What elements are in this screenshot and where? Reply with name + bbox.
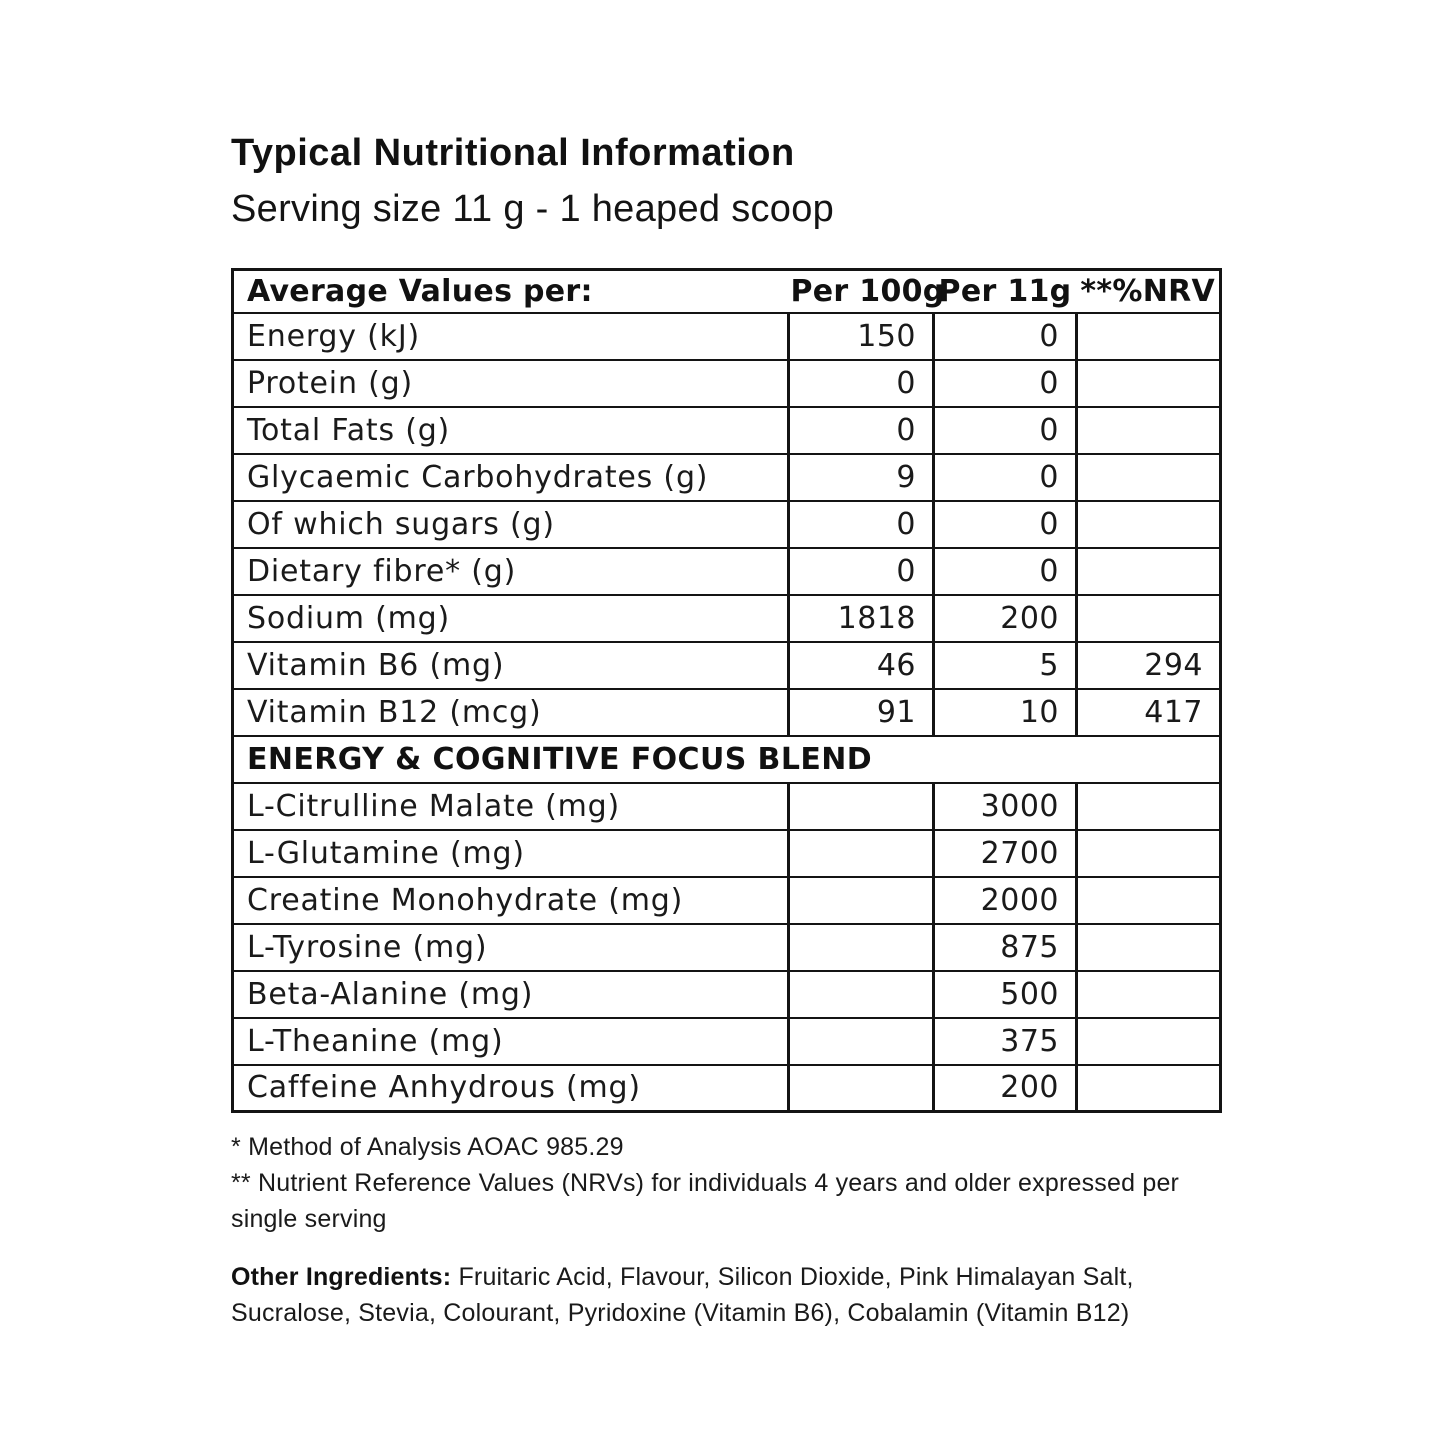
table-header-row: Average Values per: Per 100g Per 11g **%… — [233, 270, 1221, 313]
table-row: Vitamin B6 (mg) 46 5 294 — [231, 640, 1222, 690]
nutrient-label: Caffeine Anhydrous (mg) — [231, 1063, 790, 1113]
table-row: Of which sugars (g) 0 0 — [231, 499, 1222, 549]
table-row: Caffeine Anhydrous (mg) 200 — [231, 1063, 1222, 1113]
header-per-100g: Per 100g — [790, 273, 945, 309]
table-row: L-Glutamine (mg) 2700 — [231, 828, 1222, 878]
footnotes: * Method of Analysis AOAC 985.29 ** Nutr… — [231, 1129, 1241, 1237]
nutrient-label: Total Fats (g) — [231, 405, 790, 455]
nutrient-label: L-Tyrosine (mg) — [231, 922, 790, 972]
nutrient-label: Beta-Alanine (mg) — [231, 969, 790, 1019]
per-11g-value: 200 — [932, 1063, 1078, 1113]
per-11g-value: 0 — [932, 311, 1078, 361]
nutrient-label: Sodium (mg) — [231, 593, 790, 643]
nutrient-label: Protein (g) — [231, 358, 790, 408]
per-100g-value — [787, 1063, 935, 1113]
header-nrv: **%NRV — [1080, 273, 1216, 309]
nrv-value — [1075, 922, 1222, 972]
table-row: Sodium (mg) 1818 200 — [231, 593, 1222, 643]
per-11g-value: 0 — [932, 358, 1078, 408]
per-11g-value: 2700 — [932, 828, 1078, 878]
nutrient-label: Glycaemic Carbohydrates (g) — [231, 452, 790, 502]
per-100g-value — [787, 781, 935, 831]
nutrient-label: L-Citrulline Malate (mg) — [231, 781, 790, 831]
table-row: Beta-Alanine (mg) 500 — [231, 969, 1222, 1019]
nrv-value — [1075, 405, 1222, 455]
nutrient-label: Vitamin B6 (mg) — [231, 640, 790, 690]
blend-section-title: ENERGY & COGNITIVE FOCUS BLEND — [231, 734, 1222, 784]
nutrient-label: Dietary fibre* (g) — [231, 546, 790, 596]
table-row: Creatine Monohydrate (mg) 2000 — [231, 875, 1222, 925]
serving-size: Serving size 11 g - 1 heaped scoop — [231, 188, 835, 230]
nutrient-label: Energy (kJ) — [231, 311, 790, 361]
other-ingredients-label: Other Ingredients: — [231, 1263, 452, 1291]
nrv-value — [1075, 1063, 1222, 1113]
table-row: Dietary fibre* (g) 0 0 — [231, 546, 1222, 596]
per-100g-value: 91 — [787, 687, 935, 737]
table-row: Protein (g) 0 0 — [231, 358, 1222, 408]
header-average-values: Average Values per: — [247, 273, 593, 309]
table-row: Vitamin B12 (mcg) 91 10 417 — [231, 687, 1222, 737]
nrv-value — [1075, 593, 1222, 643]
per-100g-value — [787, 1016, 935, 1066]
nrv-value — [1075, 781, 1222, 831]
per-11g-value: 375 — [932, 1016, 1078, 1066]
nutrient-label: Creatine Monohydrate (mg) — [231, 875, 790, 925]
nutrient-label: Vitamin B12 (mcg) — [231, 687, 790, 737]
table-row: L-Theanine (mg) 375 — [231, 1016, 1222, 1066]
nrv-value — [1075, 311, 1222, 361]
table-row: Total Fats (g) 0 0 — [231, 405, 1222, 455]
per-11g-value: 0 — [932, 452, 1078, 502]
per-11g-value: 5 — [932, 640, 1078, 690]
per-11g-value: 0 — [932, 405, 1078, 455]
per-100g-value: 0 — [787, 499, 935, 549]
nrv-value — [1075, 499, 1222, 549]
footnote-nrv: ** Nutrient Reference Values (NRVs) for … — [231, 1169, 1180, 1233]
other-ingredients: Other Ingredients: Fruitaric Acid, Flavo… — [231, 1259, 1231, 1331]
per-11g-value: 2000 — [932, 875, 1078, 925]
other-ingredients-text: Fruitaric Acid, Flavour, Silicon Dioxide… — [231, 1263, 1134, 1327]
per-100g-value — [787, 828, 935, 878]
per-100g-value: 0 — [787, 358, 935, 408]
nrv-value — [1075, 828, 1222, 878]
table-row: L-Tyrosine (mg) 875 — [231, 922, 1222, 972]
per-11g-value: 3000 — [932, 781, 1078, 831]
nutrition-table: Average Values per: Per 100g Per 11g **%… — [231, 268, 1222, 1113]
nrv-value — [1075, 452, 1222, 502]
table-row: Energy (kJ) 150 0 — [231, 311, 1222, 361]
per-11g-value: 10 — [932, 687, 1078, 737]
nutrient-label: L-Theanine (mg) — [231, 1016, 790, 1066]
nrv-value: 417 — [1075, 687, 1222, 737]
nutrient-label: L-Glutamine (mg) — [231, 828, 790, 878]
per-100g-value: 1818 — [787, 593, 935, 643]
per-11g-value: 200 — [932, 593, 1078, 643]
per-100g-value: 9 — [787, 452, 935, 502]
nrv-value: 294 — [1075, 640, 1222, 690]
per-100g-value — [787, 922, 935, 972]
nrv-value — [1075, 358, 1222, 408]
nutrient-label: Of which sugars (g) — [231, 499, 790, 549]
per-11g-value: 875 — [932, 922, 1078, 972]
page-title: Typical Nutritional Information — [231, 132, 795, 174]
table-row: L-Citrulline Malate (mg) 3000 — [231, 781, 1222, 831]
per-100g-value — [787, 969, 935, 1019]
per-11g-value: 0 — [932, 546, 1078, 596]
per-100g-value — [787, 875, 935, 925]
per-11g-value: 0 — [932, 499, 1078, 549]
table-row: Glycaemic Carbohydrates (g) 9 0 — [231, 452, 1222, 502]
nrv-value — [1075, 969, 1222, 1019]
nrv-value — [1075, 1016, 1222, 1066]
per-100g-value: 0 — [787, 546, 935, 596]
footnote-analysis: * Method of Analysis AOAC 985.29 — [231, 1133, 624, 1161]
per-100g-value: 46 — [787, 640, 935, 690]
per-100g-value: 0 — [787, 405, 935, 455]
nrv-value — [1075, 546, 1222, 596]
per-100g-value: 150 — [787, 311, 935, 361]
per-11g-value: 500 — [932, 969, 1078, 1019]
header-per-11g: Per 11g — [938, 273, 1072, 309]
nrv-value — [1075, 875, 1222, 925]
label-panel: Typical Nutritional Information Serving … — [231, 130, 1241, 1331]
section-header-row: ENERGY & COGNITIVE FOCUS BLEND — [231, 734, 1222, 784]
